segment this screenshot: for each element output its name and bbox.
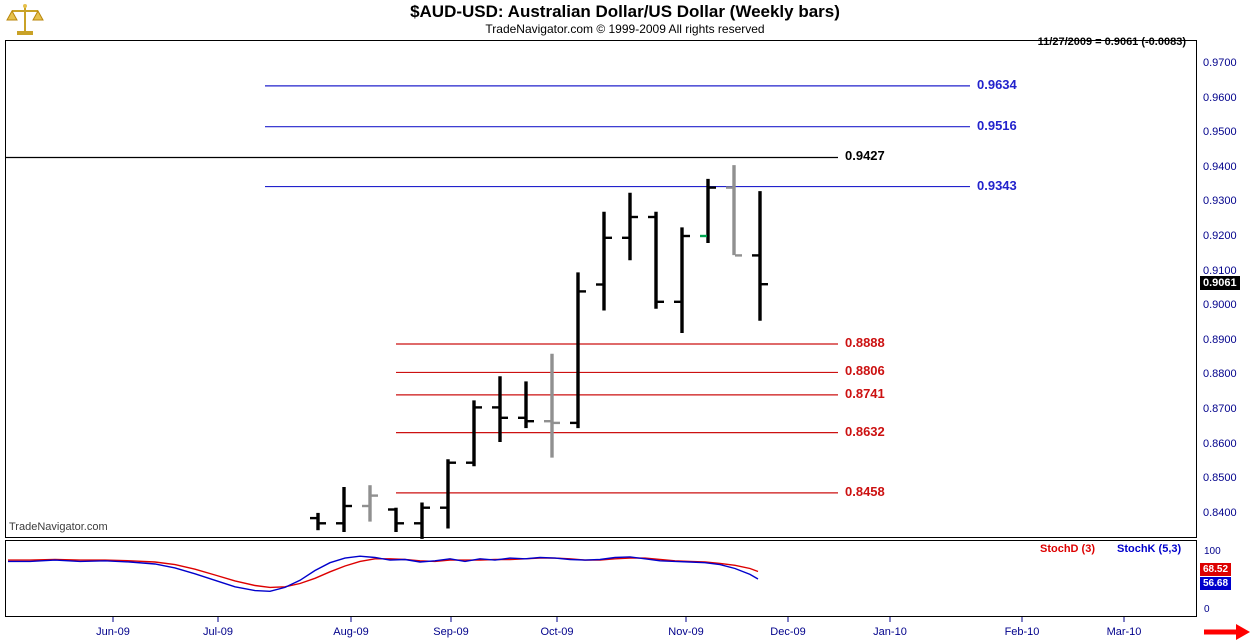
price-axis-label: 0.9000 — [1203, 299, 1237, 311]
main-chart-frame — [5, 40, 1197, 538]
stochd-label[interactable]: StochD (3) — [1040, 543, 1095, 555]
price-axis-label: 0.9700 — [1203, 57, 1237, 69]
date-axis-label: Aug-09 — [333, 626, 369, 638]
stoch-panel-frame — [5, 540, 1197, 617]
date-axis-label: Mar-10 — [1106, 626, 1142, 638]
scroll-right-arrow[interactable] — [1200, 622, 1250, 642]
price-axis-label: 0.8500 — [1203, 472, 1237, 484]
price-axis-label: 0.8800 — [1203, 368, 1237, 380]
price-level-label: 0.9343 — [977, 177, 1017, 193]
stochd-line — [8, 557, 759, 589]
date-axis-label: Sep-09 — [433, 626, 469, 638]
date-axis-label: Oct-09 — [540, 626, 574, 638]
app-logo-icon — [6, 3, 44, 39]
last-quote-info: 11/27/2009 = 0.9061 (-0.0083) — [1037, 36, 1186, 48]
price-axis-label: 0.9200 — [1203, 230, 1237, 242]
price-axis-label: 0.8400 — [1203, 507, 1237, 519]
last-price-badge: 0.9061 — [1200, 276, 1240, 290]
price-level-label: 0.8888 — [845, 335, 885, 351]
price-axis-label: 0.9400 — [1203, 161, 1237, 173]
price-axis-label: 0.8600 — [1203, 438, 1237, 450]
stoch-axis-100: 100 — [1204, 546, 1221, 557]
stochk-value-badge: 56.68 — [1200, 577, 1232, 590]
date-axis-label: Jul-09 — [203, 626, 233, 638]
stochk-line — [8, 555, 759, 593]
price-axis-label: 0.8900 — [1203, 334, 1237, 346]
date-axis-label: Dec-09 — [770, 626, 806, 638]
price-level-label: 0.9634 — [977, 76, 1017, 92]
copyright-text: TradeNavigator.com © 1999-2009 All right… — [485, 22, 765, 36]
watermark-text: TradeNavigator.com — [9, 521, 108, 533]
price-level-label: 0.9516 — [977, 117, 1017, 133]
price-level-label: 0.8632 — [845, 423, 885, 439]
price-axis-label: 0.9500 — [1203, 126, 1237, 138]
date-axis-label: Feb-10 — [1004, 626, 1040, 638]
price-level-label: 0.9427 — [845, 148, 885, 164]
price-level-label: 0.8458 — [845, 483, 885, 499]
date-axis-label: Jun-09 — [96, 626, 130, 638]
date-axis-label: Nov-09 — [668, 626, 704, 638]
stoch-axis-0: 0 — [1204, 604, 1210, 615]
price-axis-label: 0.9300 — [1203, 195, 1237, 207]
stochk-label[interactable]: StochK (5,3) — [1117, 543, 1182, 555]
price-level-label: 0.8741 — [845, 385, 885, 401]
price-axis-label: 0.9100 — [1203, 265, 1237, 277]
chart-title: $AUD-USD: Australian Dollar/US Dollar (W… — [410, 2, 840, 21]
stochd-value-badge: 68.52 — [1200, 563, 1232, 576]
date-axis-label: Jan-10 — [873, 626, 907, 638]
price-axis-label: 0.8700 — [1203, 403, 1237, 415]
price-axis-label: 0.9600 — [1203, 92, 1237, 104]
price-level-label: 0.8806 — [845, 363, 885, 379]
